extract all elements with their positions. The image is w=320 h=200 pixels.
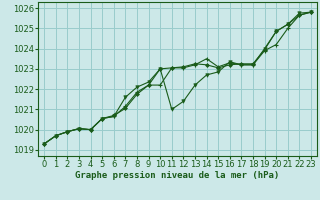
X-axis label: Graphe pression niveau de la mer (hPa): Graphe pression niveau de la mer (hPa) — [76, 171, 280, 180]
